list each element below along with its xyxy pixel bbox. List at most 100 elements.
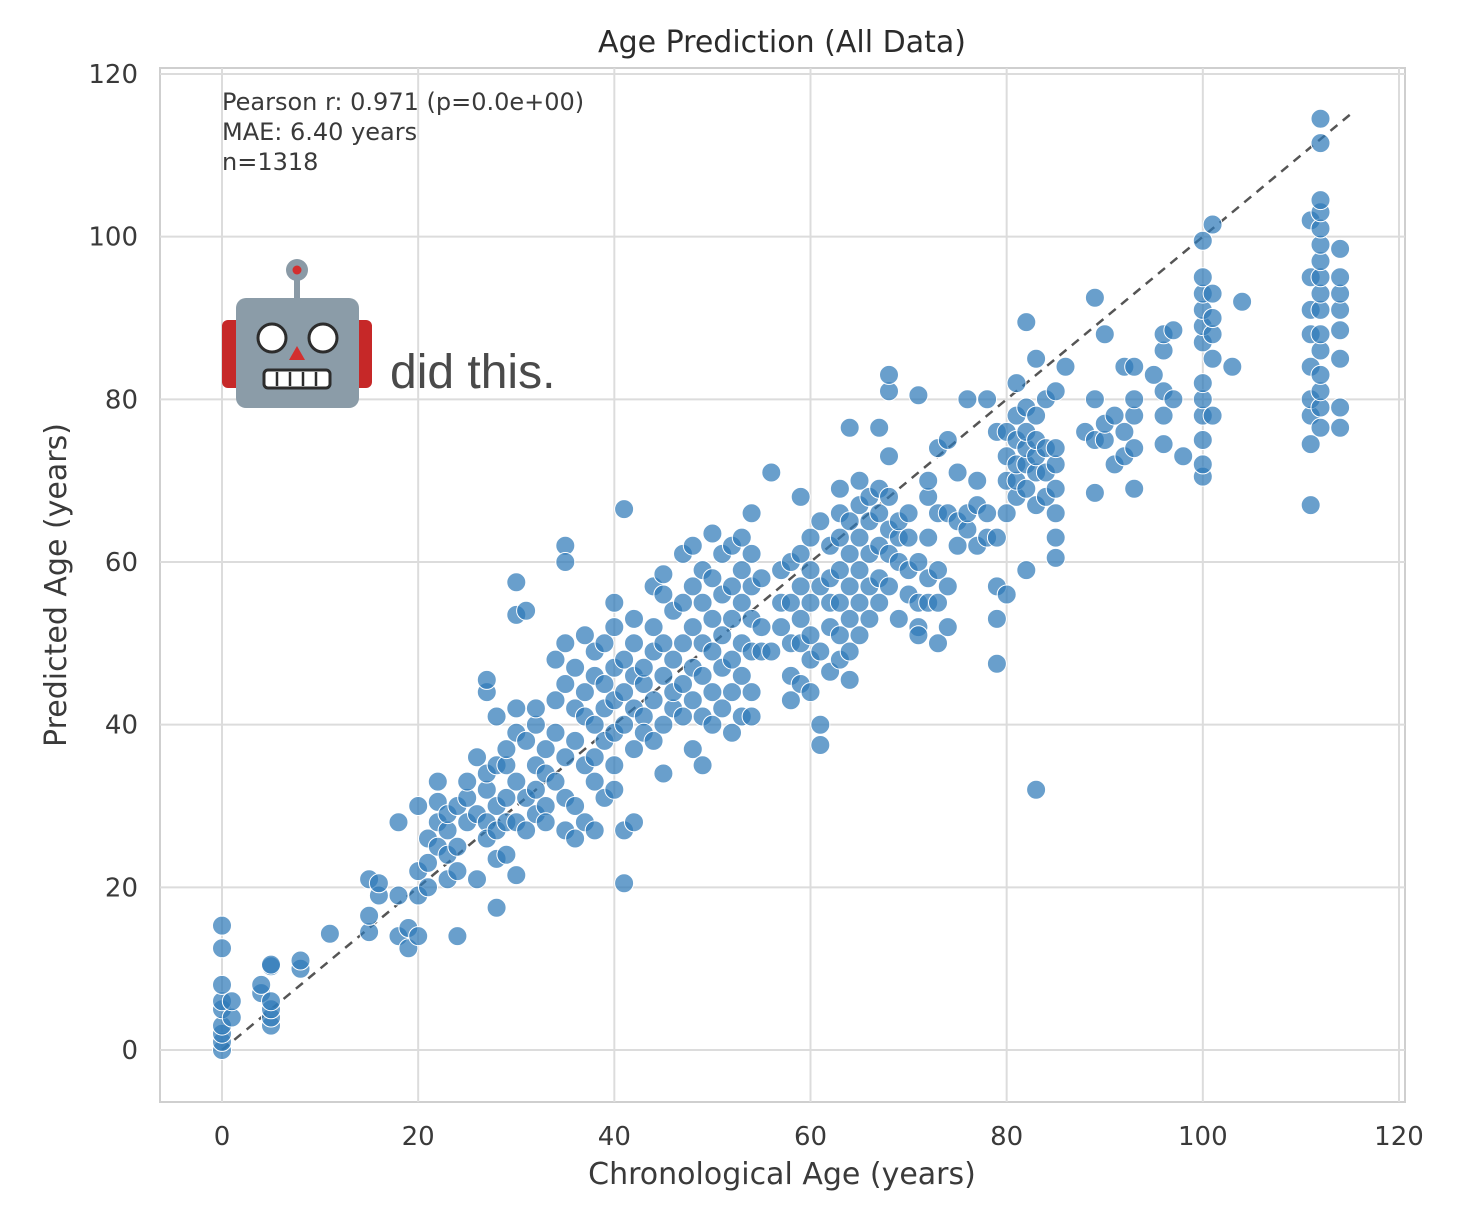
data-point (996, 584, 1017, 605)
data-point (1045, 503, 1066, 524)
data-point (869, 592, 890, 613)
data-point (829, 478, 850, 499)
data-point (1045, 478, 1066, 499)
data-point (555, 747, 576, 768)
y-tick-label: 60 (105, 548, 138, 578)
data-point (839, 543, 860, 564)
data-point (1055, 356, 1076, 377)
x-tick-label: 40 (598, 1122, 631, 1152)
data-point (1124, 478, 1145, 499)
data-point (898, 503, 919, 524)
data-point (829, 592, 850, 613)
data-point (427, 771, 448, 792)
data-point (1084, 482, 1105, 503)
data-point (996, 503, 1017, 524)
data-point (741, 503, 762, 524)
data-point (486, 706, 507, 727)
data-point (829, 560, 850, 581)
y-tick-label: 20 (105, 873, 138, 903)
data-point (555, 674, 576, 694)
data-point (810, 714, 831, 735)
data-point (928, 633, 948, 654)
data-point (1310, 133, 1331, 154)
data-point (692, 592, 713, 613)
data-point (418, 877, 438, 898)
data-point (849, 527, 870, 548)
data-point (251, 974, 272, 995)
data-point (1310, 108, 1331, 129)
data-point (653, 584, 674, 605)
data-point (829, 527, 850, 548)
data-point (918, 470, 939, 491)
data-point (692, 755, 713, 776)
data-point (673, 706, 693, 727)
data-point (359, 905, 380, 926)
y-tick-label: 100 (88, 223, 138, 253)
data-point (212, 915, 232, 936)
data-point (545, 649, 566, 670)
data-point (290, 950, 311, 971)
data-point (839, 576, 860, 597)
data-point (712, 698, 733, 719)
data-point (771, 617, 792, 638)
data-point (800, 592, 821, 613)
data-point (574, 625, 595, 646)
data-point (702, 568, 723, 589)
data-point (1045, 438, 1066, 459)
data-point (594, 674, 615, 694)
data-point (447, 836, 468, 857)
data-point (604, 592, 625, 613)
data-point (1045, 527, 1066, 548)
data-point (1016, 560, 1037, 581)
data-point (604, 779, 625, 800)
data-point (388, 885, 409, 906)
data-point (584, 747, 605, 768)
data-point (790, 486, 811, 507)
data-point (496, 844, 517, 865)
data-point (957, 389, 978, 410)
data-point (1084, 287, 1105, 308)
x-axis-label: Chronological Age (years) (588, 1157, 976, 1192)
data-point (702, 523, 723, 544)
data-point (751, 568, 772, 589)
data-point (780, 592, 801, 613)
data-point (624, 739, 644, 760)
data-point (918, 527, 939, 548)
x-tick-label: 20 (402, 1122, 435, 1152)
data-point (937, 617, 958, 638)
data-point (986, 608, 1007, 629)
data-point (879, 446, 899, 467)
data-point (1163, 389, 1184, 410)
data-point (1330, 267, 1351, 288)
data-point (1173, 446, 1194, 467)
y-tick-label: 80 (105, 385, 138, 415)
data-point (849, 625, 870, 646)
data-point (1192, 454, 1213, 475)
data-point (859, 608, 880, 629)
data-point (908, 385, 929, 406)
data-point (810, 735, 831, 755)
data-point (731, 665, 752, 686)
data-point (496, 787, 517, 808)
data-point (653, 714, 674, 735)
data-point (673, 592, 693, 613)
data-point (800, 682, 821, 703)
stats-pearson: Pearson r: 0.971 (p=0.0e+00) (222, 88, 584, 116)
data-point (643, 730, 664, 751)
data-point (722, 722, 742, 743)
data-point (545, 722, 566, 743)
x-tick-label: 60 (794, 1122, 827, 1152)
data-point (1222, 356, 1243, 377)
data-point (1232, 291, 1253, 312)
stats-mae: MAE: 6.40 years (222, 118, 417, 146)
data-point (839, 608, 860, 629)
data-point (761, 641, 782, 662)
data-point (1114, 421, 1135, 442)
data-point (388, 812, 409, 833)
data-point (506, 572, 527, 593)
data-point (1026, 779, 1047, 800)
data-point (653, 633, 674, 654)
data-point (977, 503, 998, 524)
data-point (937, 576, 958, 597)
